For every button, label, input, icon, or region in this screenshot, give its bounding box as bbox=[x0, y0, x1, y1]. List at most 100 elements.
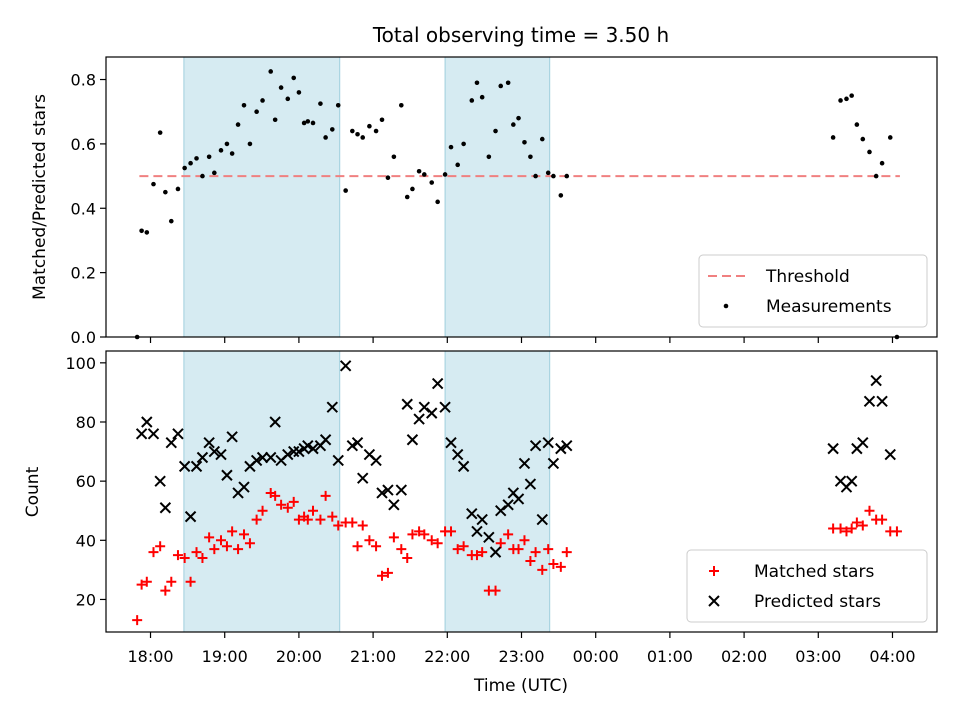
legend: Threshold Measurements bbox=[698, 254, 928, 328]
matched-stars-point bbox=[191, 547, 202, 558]
measurement-point bbox=[838, 98, 843, 103]
matched-stars-point bbox=[148, 547, 159, 558]
measurement-point bbox=[278, 85, 284, 90]
y-tick-label: 60 bbox=[76, 472, 96, 491]
measurement-point bbox=[533, 173, 538, 179]
measurement-point bbox=[182, 165, 187, 171]
legend-box bbox=[686, 549, 928, 623]
measurement-point bbox=[448, 144, 454, 150]
measurement-point bbox=[844, 96, 849, 102]
measurement-point bbox=[539, 136, 545, 142]
predicted-stars-point bbox=[203, 436, 215, 449]
measurement-point bbox=[254, 109, 259, 115]
predicted-stars-point bbox=[190, 460, 203, 473]
predicted-stars-point bbox=[857, 436, 869, 449]
observing-window-shade bbox=[183, 350, 341, 633]
measurement-point bbox=[435, 199, 440, 205]
x-tick-label: 19:00 bbox=[202, 647, 248, 666]
measurement-point bbox=[830, 135, 836, 140]
predicted-stars-point bbox=[357, 472, 369, 484]
measurement-point bbox=[235, 122, 241, 127]
top-panel-matched-fraction: 0.0 0.2 0.4 0.6 0.8 Threshold Measurements bbox=[71, 56, 938, 347]
predicted-stars-point bbox=[431, 377, 444, 390]
measurement-point bbox=[301, 120, 307, 126]
matched-stars-point bbox=[233, 544, 244, 555]
measurement-point bbox=[151, 181, 156, 187]
measurement-point bbox=[168, 218, 174, 224]
predicted-stars-point bbox=[288, 445, 300, 458]
measurement-point bbox=[175, 186, 181, 192]
predicted-stars-point bbox=[165, 436, 178, 449]
measurement-point bbox=[545, 170, 551, 176]
measurement-point bbox=[335, 102, 341, 108]
observing-window-shade bbox=[183, 56, 341, 338]
predicted-stars-point bbox=[256, 451, 269, 464]
matched-stars-point bbox=[490, 585, 501, 596]
matched-stars-point bbox=[204, 532, 215, 543]
predicted-stars-point bbox=[439, 401, 451, 413]
measurement-point bbox=[422, 172, 427, 177]
y-tick-label: 80 bbox=[76, 413, 96, 432]
measurement-point bbox=[511, 122, 516, 127]
x-tick-label: 04:00 bbox=[869, 647, 915, 666]
x-tick-label: 18:00 bbox=[127, 647, 173, 666]
predicted-stars-point bbox=[238, 481, 250, 493]
legend-label: Predicted stars bbox=[754, 592, 881, 612]
predicted-stars-point bbox=[476, 513, 488, 526]
measurement-point bbox=[247, 141, 253, 147]
matched-stars-point bbox=[543, 544, 554, 555]
predicted-stars-point bbox=[524, 478, 537, 490]
x-tick-label: 21:00 bbox=[350, 647, 396, 666]
legend-predicted-swatch bbox=[708, 595, 720, 607]
measurement-point bbox=[564, 173, 570, 179]
matched-stars-point bbox=[239, 529, 250, 540]
predicted-stars-point bbox=[555, 442, 567, 455]
legend-label: Measurements bbox=[766, 297, 892, 317]
matched-stars-point bbox=[402, 553, 413, 564]
measurement-point bbox=[139, 228, 144, 234]
measurement-point bbox=[379, 117, 385, 123]
predicted-stars-point bbox=[141, 416, 153, 428]
measurement-point bbox=[241, 102, 247, 108]
predicted-stars-point bbox=[376, 487, 388, 499]
measurement-point bbox=[410, 186, 415, 192]
predicted-stars-point bbox=[502, 499, 514, 511]
measurement-point bbox=[200, 173, 205, 179]
measurement-point bbox=[522, 139, 527, 145]
matched-stars-point bbox=[216, 535, 227, 546]
measurement-point bbox=[212, 170, 217, 176]
matched-stars-point bbox=[864, 505, 875, 516]
predicted-stars-point bbox=[561, 439, 573, 452]
measurement-point bbox=[260, 98, 265, 103]
predicted-stars-point bbox=[307, 442, 319, 455]
measurement-point bbox=[486, 154, 492, 160]
top-panel-ylabel: Matched/Predicted stars bbox=[30, 94, 50, 300]
y-tick-label: 0.0 bbox=[71, 328, 96, 347]
predicted-stars-point bbox=[370, 454, 382, 467]
matched-stars-point bbox=[179, 553, 190, 564]
matched-stars-point bbox=[446, 526, 457, 537]
measurement-point bbox=[343, 188, 348, 193]
matched-stars-point bbox=[185, 576, 196, 587]
matched-stars-point bbox=[327, 511, 338, 522]
matched-stars-point bbox=[209, 544, 220, 555]
measurement-point bbox=[558, 193, 564, 198]
matched-stars-point bbox=[846, 523, 857, 534]
measurement-point bbox=[188, 160, 193, 166]
matched-stars-point bbox=[548, 558, 559, 569]
x-axis-label: Time (UTC) bbox=[473, 676, 568, 696]
predicted-stars-point bbox=[196, 451, 209, 464]
predicted-stars-point bbox=[302, 439, 314, 452]
matched-stars-point bbox=[371, 541, 382, 552]
measurement-point bbox=[285, 96, 291, 102]
matched-stars-point bbox=[352, 541, 363, 552]
predicted-stars-point bbox=[426, 407, 438, 419]
matched-stars-point bbox=[877, 514, 888, 525]
matched-stars-point bbox=[537, 564, 548, 575]
y-tick-label: 0.4 bbox=[71, 199, 96, 218]
series-predicted-stars bbox=[135, 360, 896, 558]
matched-stars-point bbox=[382, 567, 393, 578]
measurement-point bbox=[305, 119, 311, 124]
measurement-point bbox=[355, 131, 360, 137]
